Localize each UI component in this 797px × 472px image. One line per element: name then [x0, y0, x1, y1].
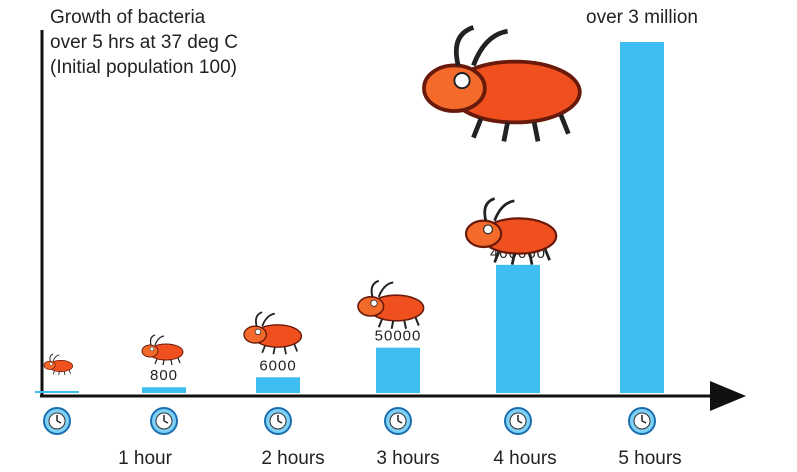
bar	[142, 387, 186, 393]
clock-icon	[151, 408, 177, 434]
bug-head	[358, 297, 384, 316]
clock-icon	[44, 408, 70, 434]
bug-head	[466, 221, 501, 247]
x-tick-label: 4 hours	[493, 448, 556, 469]
clock-icon	[629, 408, 655, 434]
bug-eye	[150, 347, 154, 351]
bug-head	[44, 361, 55, 369]
title-line: (Initial population 100)	[50, 57, 237, 78]
bug-antenna	[256, 312, 275, 326]
value-label: 800	[150, 367, 178, 384]
x-tick-label: 2 hours	[261, 448, 324, 469]
title-line: over 5 hrs at 37 deg C	[50, 32, 238, 53]
bacteria-icon	[44, 354, 73, 375]
bug-head	[142, 345, 158, 357]
title: Growth of bacteria over 5 hrs at 37 deg C…	[50, 7, 238, 78]
bug-eye	[454, 73, 469, 88]
bacteria-icon	[358, 281, 424, 329]
bug-antenna	[485, 199, 515, 221]
bug-head	[424, 65, 485, 111]
clock-icon	[265, 408, 291, 434]
bacteria-icon	[244, 312, 301, 354]
x-tick-label: 5 hours	[618, 448, 681, 469]
bar	[496, 265, 540, 393]
bug-eye	[50, 363, 53, 366]
bar	[620, 42, 664, 393]
bug-eye	[255, 329, 261, 335]
x-tick-label: 1 hour	[118, 448, 173, 469]
bug-antenna	[456, 27, 507, 65]
clock-icon	[505, 408, 531, 434]
bug-eye	[371, 300, 377, 306]
value-label: 6000	[259, 357, 296, 374]
bar	[376, 348, 420, 393]
chart: Growth of bacteria over 5 hrs at 37 deg C…	[0, 0, 797, 472]
bar	[35, 391, 79, 393]
value-label: over 3 million	[586, 7, 698, 28]
bar	[256, 377, 300, 393]
bug-antenna	[50, 354, 59, 361]
clock-icon	[385, 408, 411, 434]
x-tick-label: 3 hours	[376, 448, 439, 469]
bug-head	[244, 326, 266, 343]
bug-eye	[484, 225, 493, 234]
value-label: 50000	[375, 328, 422, 345]
bug-antenna	[151, 335, 165, 345]
bacteria-icon	[142, 335, 183, 365]
bacteria-icon	[424, 27, 580, 141]
bug-antenna	[372, 281, 394, 297]
title-line: Growth of bacteria	[50, 7, 206, 28]
